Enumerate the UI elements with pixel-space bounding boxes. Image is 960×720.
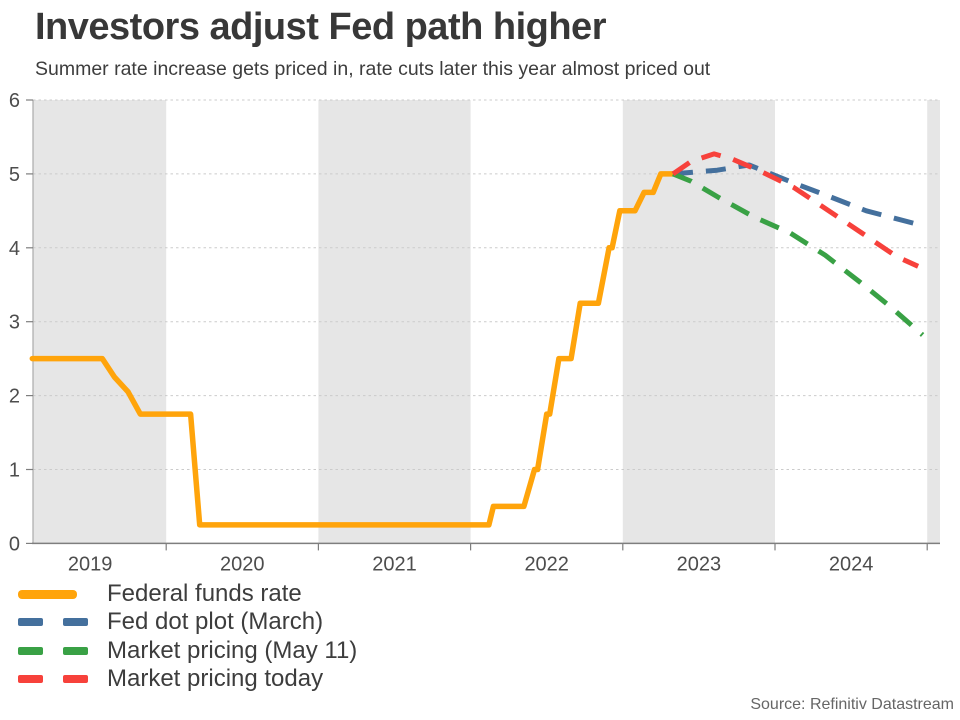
source-credit: Source: Refinitiv Datastream bbox=[750, 696, 954, 713]
legend-label: Fed dot plot (March) bbox=[107, 608, 324, 636]
legend-item-fed-dot-plot: Fed dot plot (March) bbox=[18, 608, 357, 636]
chart-subtitle: Summer rate increase gets priced in, rat… bbox=[35, 58, 711, 80]
legend-item-market-pricing-may11: Market pricing (May 11) bbox=[18, 637, 357, 665]
legend-swatch-dashed-line bbox=[18, 618, 88, 627]
x-tick-label: 2022 bbox=[524, 553, 569, 575]
x-tick-label: 2023 bbox=[677, 553, 722, 575]
page-title: Investors adjust Fed path higher bbox=[35, 6, 606, 48]
legend-label: Market pricing (May 11) bbox=[107, 636, 358, 664]
series-line-federal-funds-rate bbox=[29, 171, 676, 528]
legend-label: Federal funds rate bbox=[107, 580, 302, 608]
y-tick-label: 4 bbox=[9, 238, 20, 260]
legend-swatch-dashed-line bbox=[18, 646, 88, 655]
legend-swatch-dashed-line bbox=[18, 675, 88, 684]
series-line-market-pricing-today bbox=[671, 151, 920, 269]
y-tick-label: 2 bbox=[9, 386, 20, 408]
x-tick-label: 2021 bbox=[372, 553, 417, 575]
x-tick-label: 2020 bbox=[220, 553, 265, 575]
x-tick-label: 2024 bbox=[829, 553, 874, 575]
y-tick-label: 6 bbox=[9, 90, 20, 112]
series-line-market-pricing-may-11 bbox=[672, 171, 925, 337]
year-band bbox=[318, 100, 471, 544]
legend-swatch-solid-line bbox=[18, 589, 88, 599]
y-tick-label: 1 bbox=[9, 460, 20, 482]
legend-item-federal-funds-rate: Federal funds rate bbox=[18, 580, 357, 608]
legend-label: Market pricing today bbox=[107, 665, 324, 693]
y-tick-label: 5 bbox=[9, 164, 20, 186]
x-tick-label: 2019 bbox=[68, 553, 113, 575]
y-tick-label: 0 bbox=[9, 533, 20, 555]
chart-legend: Federal funds rate Fed dot plot (March) … bbox=[18, 580, 357, 693]
y-tick-label: 3 bbox=[9, 312, 20, 334]
series-line-fed-dot-plot-march bbox=[672, 162, 924, 229]
fed-path-chart-svg: 0 1 2 3 4 5 6 2019 2020 2021 2022 2023 2024 bbox=[9, 90, 940, 575]
year-band bbox=[927, 100, 940, 544]
legend-item-market-pricing-today: Market pricing today bbox=[18, 665, 357, 693]
